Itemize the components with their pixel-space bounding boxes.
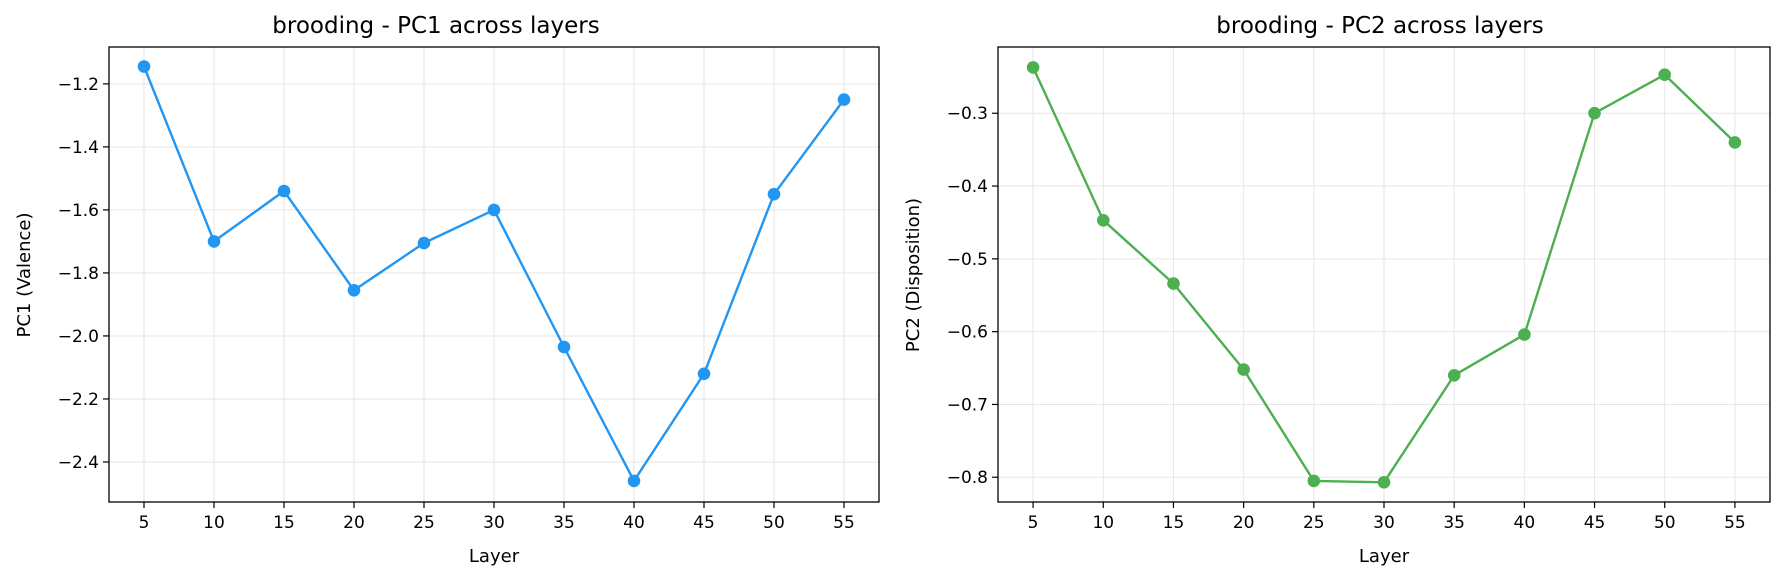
x-tick-label: 20 xyxy=(1233,513,1255,533)
x-tick-label: 25 xyxy=(413,513,435,533)
x-tick-label: 30 xyxy=(483,513,505,533)
x-tick-label: 30 xyxy=(1373,513,1395,533)
x-axis-label: Layer xyxy=(469,546,520,567)
data-point xyxy=(1377,476,1391,489)
data-point xyxy=(837,93,851,106)
y-tick-label: −0.7 xyxy=(947,395,988,415)
x-tick-label: 25 xyxy=(1303,513,1325,533)
x-tick-label: 45 xyxy=(693,513,715,533)
x-tick-label: 5 xyxy=(139,513,150,533)
x-tick-label: 50 xyxy=(763,513,785,533)
y-tick-label: −0.3 xyxy=(947,104,988,124)
x-tick-label: 35 xyxy=(553,513,575,533)
data-point xyxy=(697,367,711,381)
chart-title: brooding - PC2 across layers xyxy=(1216,13,1543,39)
data-point xyxy=(1728,136,1742,149)
y-tick-label: −1.4 xyxy=(58,138,99,158)
y-tick-label: −2.4 xyxy=(58,453,99,473)
data-point xyxy=(1518,328,1531,341)
chart-pc2: brooding - PC2 across layers 5 10 15 20 25 30… xyxy=(903,13,1771,567)
y-tick-label: −1.8 xyxy=(58,264,99,284)
data-point xyxy=(1658,68,1671,81)
x-tick-label: 55 xyxy=(1724,513,1746,533)
x-tick-label: 5 xyxy=(1028,513,1039,533)
x-tick-label: 10 xyxy=(1092,513,1114,533)
axis-ticks: 5 10 15 20 25 30 35 40 45 50 55 −0.8 −0.7 −0.6 −0.5 −0.… xyxy=(947,104,1746,533)
grid-lines xyxy=(109,47,879,502)
chart-title: brooding - PC1 across layers xyxy=(272,13,599,39)
x-tick-label: 40 xyxy=(623,513,645,533)
x-tick-label: 10 xyxy=(203,513,225,533)
data-point xyxy=(627,474,641,488)
y-tick-label: −1.6 xyxy=(58,201,99,221)
data-point xyxy=(207,235,221,248)
data-point xyxy=(277,184,291,198)
y-tick-label: −0.8 xyxy=(947,468,988,488)
data-point xyxy=(487,203,501,217)
x-tick-label: 15 xyxy=(1163,513,1185,533)
y-tick-label: −0.6 xyxy=(947,323,988,343)
data-point xyxy=(137,60,151,73)
data-point xyxy=(1237,363,1250,376)
data-point xyxy=(347,284,361,297)
x-axis-label: Layer xyxy=(1359,546,1410,567)
y-axis-label: PC1 (Valence) xyxy=(14,212,35,337)
data-point xyxy=(557,340,571,354)
x-tick-label: 50 xyxy=(1654,513,1676,533)
grid-lines xyxy=(998,47,1770,502)
data-point xyxy=(417,236,431,250)
x-tick-label: 15 xyxy=(273,513,295,533)
y-tick-label: −0.5 xyxy=(947,250,988,270)
data-point xyxy=(767,187,781,201)
data-point xyxy=(1307,474,1321,488)
x-tick-label: 35 xyxy=(1443,513,1465,533)
y-tick-label: −1.2 xyxy=(58,75,99,95)
axis-ticks: 5 10 15 20 25 30 35 40 45 50 55 −2.4 −2.2 −2.0 −1.8 −1.… xyxy=(58,75,855,533)
y-axis-label: PC2 (Disposition) xyxy=(903,198,924,352)
x-tick-label: 40 xyxy=(1514,513,1536,533)
data-series xyxy=(137,60,851,488)
data-point xyxy=(1026,61,1040,74)
y-tick-label: −2.2 xyxy=(58,390,99,410)
x-tick-label: 45 xyxy=(1584,513,1606,533)
data-point xyxy=(1167,277,1180,290)
data-point xyxy=(1588,106,1601,120)
data-point xyxy=(1447,369,1461,382)
x-tick-label: 20 xyxy=(343,513,365,533)
data-series xyxy=(1026,61,1742,489)
y-tick-label: −2.0 xyxy=(58,327,99,347)
chart-pc1: brooding - PC1 across layers 5 10 15 20 25 30… xyxy=(14,13,880,567)
x-tick-label: 55 xyxy=(833,513,855,533)
y-tick-label: −0.4 xyxy=(947,177,988,197)
data-point xyxy=(1097,214,1110,227)
